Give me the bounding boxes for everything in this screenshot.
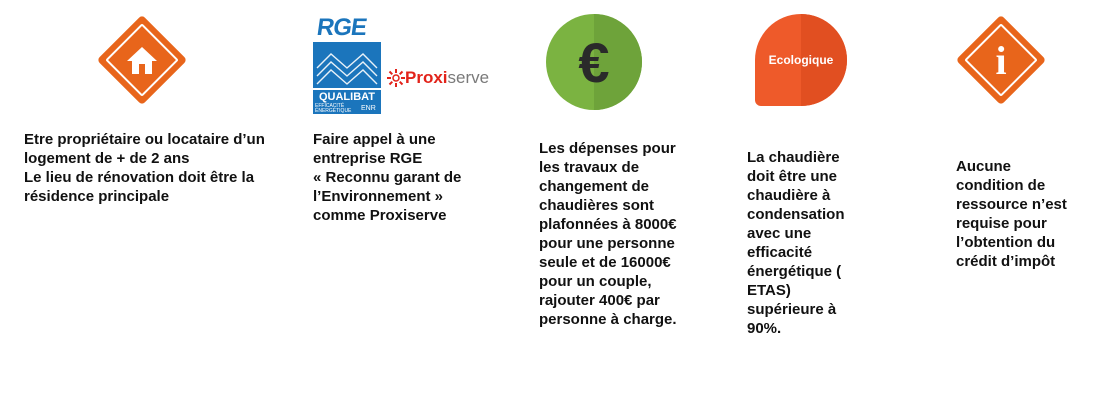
income-text: Aucune condition de ressource n’est requ…: [956, 158, 1067, 270]
home-badge: [96, 14, 188, 106]
proxi-label: Proxi: [405, 68, 448, 87]
rge-qualibat-logo: RGE QUALIBAT EFFICACITÉ ÉNERGÉTIQUE ENR: [311, 14, 383, 120]
rge-text: Faire appel à une entreprise RGE « Recon…: [313, 131, 462, 224]
housing-text: Etre propriétaire ou locataire d’un loge…: [24, 131, 265, 205]
euro-icon: €: [578, 30, 610, 94]
proxiserve-logo: Proxiserve: [386, 68, 500, 92]
serve-label: serve: [447, 68, 490, 87]
info-icon: i: [995, 37, 1007, 83]
rge-label: RGE: [315, 14, 368, 41]
cost-text: Les dépenses pour les travaux de changem…: [539, 140, 677, 328]
euro-badge: €: [546, 14, 642, 110]
enr-label: ENR: [361, 105, 376, 112]
home-icon: [96, 14, 188, 106]
sunburst-icon: [387, 69, 405, 87]
qualibat-label: QUALIBAT: [318, 91, 375, 103]
efficiency-text: La chaudière doit être une chaudière à c…: [747, 149, 845, 337]
info-badge: i: [955, 14, 1047, 106]
ecologique-label: Ecologique: [768, 53, 834, 67]
efficacite-label: EFFICACITÉ ÉNERGÉTIQUE: [315, 103, 352, 114]
ecologique-badge: Ecologique: [755, 14, 847, 106]
